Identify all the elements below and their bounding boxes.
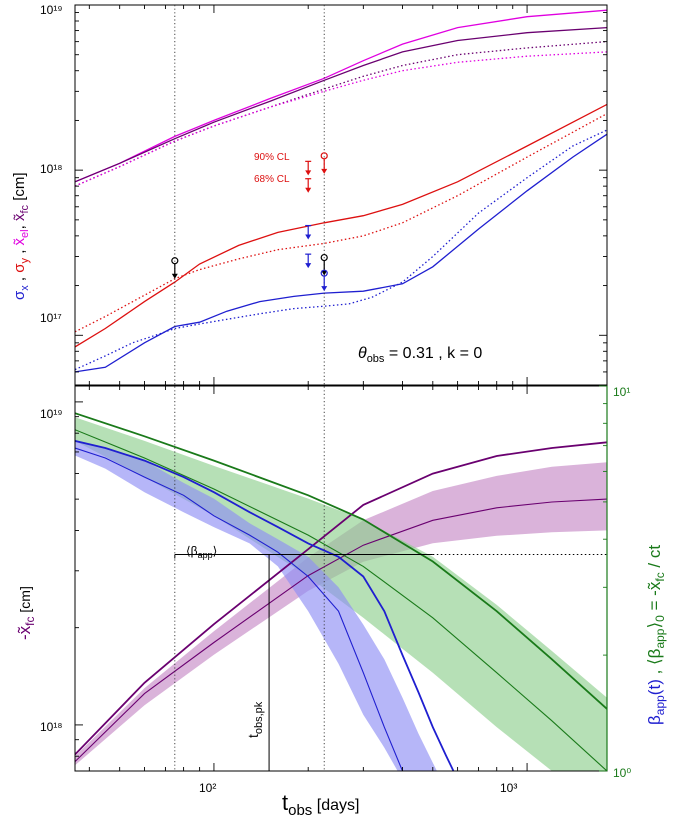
top-y-tick-label-1: 10¹⁸ bbox=[40, 162, 62, 176]
limit-arrowhead bbox=[305, 234, 312, 240]
marker-arrowhead bbox=[321, 270, 328, 276]
right-y-axis-label: βapp(t) , ⟨βapp⟩0 = -x̃fc / ct bbox=[645, 545, 667, 725]
series-line-bottom-2 bbox=[75, 412, 607, 710]
series-line-top-3 bbox=[75, 51, 607, 187]
tpk-label: tobs,pk bbox=[245, 701, 265, 738]
marker-0 bbox=[171, 257, 179, 279]
top-panel-frame bbox=[74, 4, 608, 386]
marker-arrowhead bbox=[171, 273, 178, 279]
marker-2 bbox=[320, 152, 328, 174]
marker-arrowhead bbox=[321, 286, 328, 292]
bottom-panel-data bbox=[75, 412, 607, 771]
series-line-top-5 bbox=[75, 113, 607, 333]
x-tick-label-0: 10² bbox=[199, 781, 216, 795]
band-2 bbox=[75, 440, 437, 771]
series-line-top-0 bbox=[75, 9, 607, 183]
bottom-y-tick-label-0: 10¹⁹ bbox=[40, 407, 62, 421]
right-y-tick-label-0: 10¹ bbox=[613, 385, 630, 399]
series-line-top-1 bbox=[75, 26, 607, 183]
series-line-bottom-1 bbox=[75, 498, 607, 762]
cl-label-90: 90% CL bbox=[254, 152, 290, 163]
marker-5 bbox=[305, 178, 312, 193]
limit-arrowhead bbox=[305, 263, 312, 269]
series-line-top-2 bbox=[75, 40, 607, 187]
x-tick-label-1: 10³ bbox=[500, 781, 517, 795]
bottom-y-tick-label-1: 10¹⁸ bbox=[40, 720, 62, 734]
marker-7 bbox=[305, 253, 312, 269]
beta-app-label: ⟨βapp⟩ bbox=[186, 544, 217, 560]
series-line-top-7 bbox=[75, 129, 607, 371]
top-y-tick-label-2: 10¹⁷ bbox=[40, 311, 62, 325]
axis-ticks bbox=[75, 4, 607, 772]
annotations bbox=[171, 5, 328, 771]
marker-3 bbox=[320, 269, 328, 292]
top-y-tick-label-0: 10¹⁹ bbox=[40, 3, 62, 17]
limit-arrowhead bbox=[305, 170, 312, 176]
series-line-top-4 bbox=[75, 103, 607, 348]
series-line-top-6 bbox=[75, 133, 607, 373]
series-line-bottom-0 bbox=[75, 441, 607, 756]
top-y-axis-label: σx , σy , x̃el, x̃fc [cm] bbox=[11, 172, 31, 300]
band-0 bbox=[75, 462, 607, 766]
cl-label-68: 68% CL bbox=[254, 174, 290, 185]
marker-arrowhead bbox=[321, 168, 328, 174]
limit-arrowhead bbox=[305, 187, 312, 193]
x-axis-label: tobs [days] bbox=[282, 790, 359, 818]
theta-annotation: θobs = 0.31 , k = 0 bbox=[358, 345, 482, 365]
bottom-y-axis-label: -x̃fc [cm] bbox=[15, 586, 37, 640]
marker-4 bbox=[305, 160, 312, 176]
series-line-bottom-5 bbox=[75, 447, 404, 771]
series-line-bottom-4 bbox=[75, 440, 455, 771]
marker-6 bbox=[305, 224, 312, 240]
top-panel-data bbox=[75, 9, 607, 373]
right-y-tick-label-1: 10⁰ bbox=[613, 766, 631, 780]
series-line-bottom-3 bbox=[75, 429, 607, 771]
